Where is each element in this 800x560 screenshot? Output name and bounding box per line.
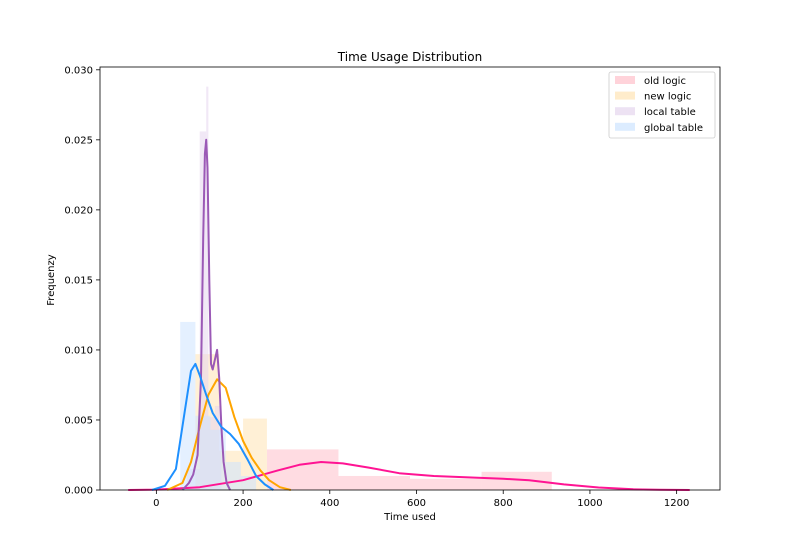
legend-swatch (615, 107, 635, 116)
y-axis-ticks: 0.000 0.005 0.010 0.015 0.020 0.025 0.030 (64, 65, 100, 497)
kde-line (128, 461, 690, 491)
hist-bar (180, 321, 196, 490)
legend-box (608, 71, 716, 139)
hist-bar (410, 478, 482, 490)
y-tick-label: 0.015 (64, 275, 93, 286)
kde-line (166, 378, 292, 491)
x-tick-label: 400 (320, 498, 339, 509)
chart-title: Time Usage Distribution (337, 50, 482, 64)
y-tick-label: 0.000 (64, 486, 93, 497)
x-axis-ticks: 0 200 400 600 800 1000 1200 (153, 490, 689, 509)
x-tick-label: 200 (234, 498, 253, 509)
legend-label: global table (644, 123, 703, 134)
y-tick-label: 0.025 (64, 135, 93, 146)
histogram-layer (180, 86, 552, 491)
y-tick-label: 0.030 (64, 65, 93, 76)
plot-area-frame (99, 66, 721, 491)
y-tick-label: 0.010 (64, 345, 93, 356)
x-tick-label: 0 (153, 498, 159, 509)
y-tick-label: 0.005 (64, 415, 93, 426)
x-tick-label: 1200 (664, 498, 689, 509)
hist-bar (481, 471, 552, 490)
legend-label: new logic (644, 92, 691, 103)
x-tick-label: 600 (407, 498, 426, 509)
x-axis-label: Time used (383, 512, 436, 523)
x-tick-label: 800 (494, 498, 513, 509)
legend-swatch (615, 76, 635, 84)
legend-swatch (615, 122, 635, 131)
kde-layer (128, 138, 690, 491)
x-tick-label: 1000 (577, 498, 602, 509)
legend: old logic new logic local table global tabl… (608, 71, 716, 139)
kde-line (151, 362, 274, 491)
legend-label: local table (644, 107, 696, 118)
y-tick-label: 0.020 (64, 205, 93, 216)
y-axis-label: Frequenzy (46, 254, 57, 305)
legend-label: old logic (644, 76, 686, 87)
hist-bar (206, 86, 209, 491)
hist-bar (338, 475, 410, 490)
legend-swatch (615, 91, 635, 100)
